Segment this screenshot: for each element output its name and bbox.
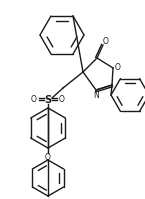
Text: N: N: [93, 92, 99, 100]
Text: O: O: [103, 37, 109, 47]
Text: O: O: [45, 152, 51, 162]
Text: O: O: [59, 96, 65, 104]
Text: O: O: [115, 63, 121, 72]
Text: O: O: [31, 96, 37, 104]
Text: S: S: [44, 95, 52, 105]
